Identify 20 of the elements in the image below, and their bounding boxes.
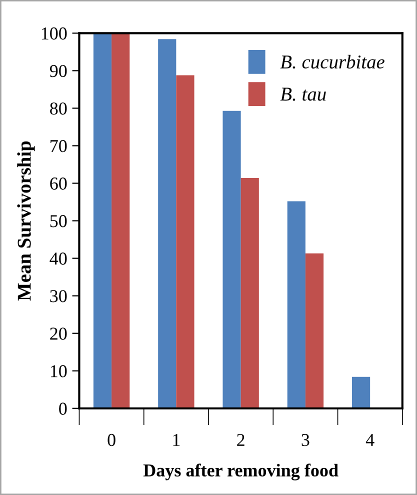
x-tick-label: 4 [366,434,374,446]
x-axis-title: Days after removing food [143,464,338,480]
x-tick-label: 0 [108,434,116,446]
legend-label: B. cucurbitae [280,54,384,69]
y-tick-label: 0 [59,402,67,415]
y-tick-label: 70 [50,140,67,152]
x-tick-label: 1 [173,434,180,446]
y-tick-label: 50 [50,215,67,228]
y-tick-label: 60 [50,178,67,190]
y-tick-label: 80 [50,102,67,115]
y-tick-label: 20 [50,328,67,340]
legend-label: B. tau [280,88,326,101]
y-tick-label: 100 [42,27,67,40]
y-tick-label: 30 [50,290,67,302]
y-tick-label: 40 [50,252,67,265]
y-axis-title: Mean Survivorship [17,141,35,301]
y-tick-label: 10 [50,365,67,378]
x-tick-label: 3 [302,434,310,446]
x-tick-label: 2 [237,434,244,446]
y-tick-label: 90 [50,64,67,78]
